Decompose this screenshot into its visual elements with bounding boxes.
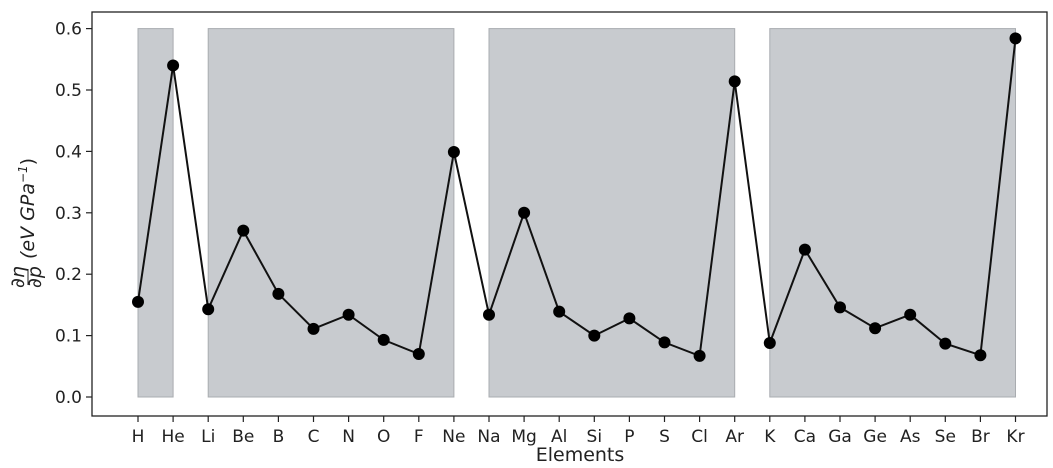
- shaded-region-4: [769, 28, 1016, 398]
- plot-frame: [91, 11, 1048, 417]
- shaded-regions: [137, 28, 1016, 398]
- data-point-Ar: [728, 75, 741, 88]
- data-point-K: [763, 336, 776, 349]
- x-tick-label: Cl: [691, 427, 708, 447]
- data-point-P: [623, 312, 636, 325]
- data-point-Mg: [518, 206, 531, 219]
- data-point-Br: [974, 349, 987, 362]
- x-tick-label: C: [308, 427, 320, 447]
- data-point-F: [412, 348, 425, 361]
- x-tick-label: Br: [971, 427, 990, 447]
- y-tick-label: 0.1: [55, 327, 82, 347]
- svg-text:(eV GPa−1): (eV GPa−1): [16, 158, 39, 259]
- x-tick-label: K: [764, 427, 776, 447]
- data-point-Be: [237, 224, 250, 237]
- x-tick-label: Ca: [794, 427, 816, 447]
- x-axis-label: Elements: [536, 444, 625, 466]
- data-point-Al: [553, 305, 566, 318]
- data-point-Ne: [447, 146, 460, 159]
- x-tick-label: N: [342, 427, 355, 447]
- shaded-region-1: [137, 28, 174, 398]
- data-point-Kr: [1009, 32, 1022, 45]
- y-tick-label: 0.0: [55, 388, 82, 408]
- y-tick-label: 0.6: [55, 20, 82, 40]
- y-tick-label: 0.3: [55, 204, 82, 224]
- data-point-Cl: [693, 349, 706, 362]
- data-point-Na: [483, 308, 495, 321]
- data-point-Si: [588, 329, 601, 342]
- y-tick-label: 0.5: [55, 81, 82, 101]
- x-tick-label: Mg: [511, 427, 536, 447]
- y-label-exponent: −1: [16, 165, 30, 183]
- y-label-unit: (eV GPa: [17, 183, 39, 259]
- x-tick-label: Ne: [442, 427, 465, 447]
- data-point-Ga: [834, 301, 846, 314]
- y-label-close: ): [17, 158, 39, 165]
- y-tick-label: 0.2: [55, 265, 82, 285]
- data-markers: [132, 32, 1022, 362]
- data-point-N: [342, 308, 355, 321]
- x-tick-label: Se: [935, 427, 956, 447]
- y-tick-label: 0.4: [55, 142, 82, 162]
- x-axis-ticks: H He Li Be B C N O F Ne Na Mg Al Si P S Cl Ar K Ca Ga Ge As Se B…: [132, 416, 1025, 447]
- data-point-Se: [939, 337, 952, 350]
- data-point-S: [658, 336, 671, 349]
- data-point-C: [307, 322, 320, 335]
- data-point-O: [377, 333, 390, 346]
- data-point-Ca: [798, 243, 811, 256]
- x-tick-label: Kr: [1006, 427, 1024, 447]
- x-tick-label: As: [900, 427, 921, 447]
- y-label-denominator: ∂p: [24, 266, 46, 288]
- shaded-region-2: [207, 28, 455, 398]
- x-tick-label: Na: [477, 427, 500, 447]
- y-axis-label: ∂η ∂p (eV GPa−1): [7, 158, 46, 288]
- data-point-Ge: [869, 322, 882, 335]
- x-tick-label: Li: [201, 427, 215, 447]
- x-tick-label: H: [132, 427, 145, 447]
- x-tick-label: F: [414, 427, 424, 447]
- data-point-Li: [202, 303, 215, 316]
- data-point-As: [904, 308, 917, 321]
- data-point-H: [132, 295, 144, 308]
- x-tick-label: B: [273, 427, 285, 447]
- series-line: [137, 38, 1017, 358]
- x-tick-label: Si: [587, 427, 603, 447]
- x-tick-label: Ga: [828, 427, 852, 447]
- x-tick-label: He: [161, 427, 184, 447]
- x-tick-label: S: [659, 427, 670, 447]
- y-axis-ticks: 0.0 0.1 0.2 0.3 0.4 0.5 0.6: [55, 20, 92, 408]
- x-tick-label: Be: [232, 427, 254, 447]
- y-label-numerator: ∂η: [7, 266, 29, 288]
- x-tick-label: Ar: [725, 427, 744, 447]
- x-tick-label: P: [624, 427, 634, 447]
- data-point-B: [272, 287, 285, 300]
- x-tick-label: Al: [551, 427, 567, 447]
- x-tick-label: O: [377, 427, 390, 447]
- data-point-He: [167, 59, 180, 72]
- x-tick-label: Ge: [863, 427, 887, 447]
